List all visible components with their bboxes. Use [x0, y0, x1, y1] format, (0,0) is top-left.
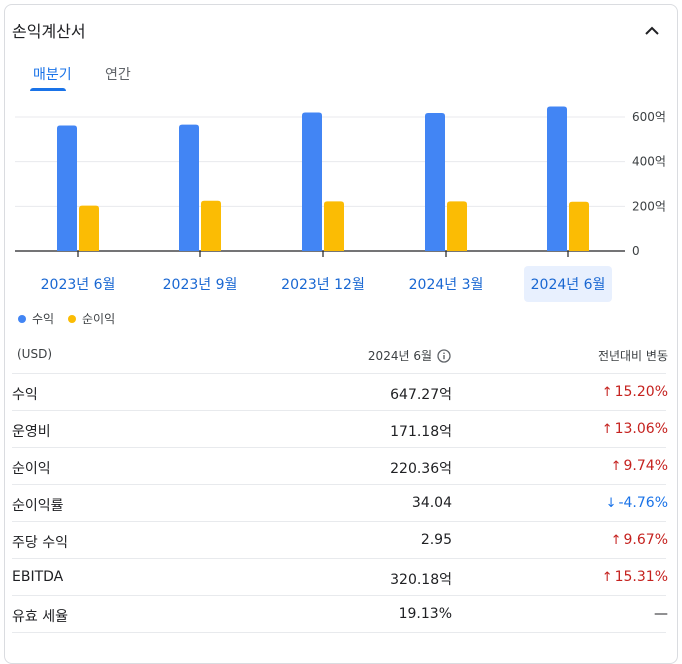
- column-header-period-label: 2024년 6월: [367, 349, 432, 363]
- arrow-up-icon: ↑: [610, 458, 622, 474]
- row-label: 순이익률: [12, 498, 64, 514]
- row-change: ↑ 13.06%: [602, 421, 668, 437]
- row-value: 2.95: [420, 532, 452, 548]
- arrow-down-icon: ↓: [605, 495, 617, 511]
- net-income-bar[interactable]: [569, 201, 589, 251]
- info-icon[interactable]: [437, 348, 451, 363]
- row-change: —: [654, 606, 668, 622]
- row-change-value: 15.20%: [614, 384, 668, 400]
- table-divider: [12, 558, 666, 559]
- quarter-button[interactable]: 2024년 6월: [524, 266, 612, 302]
- arrow-up-icon: ↑: [601, 384, 613, 400]
- table-divider: [12, 595, 666, 596]
- row-value: 320.18억: [390, 572, 452, 588]
- net-income-bar[interactable]: [447, 201, 467, 251]
- revenue-bar[interactable]: [425, 112, 445, 251]
- y-tick-label: 600억: [632, 110, 666, 124]
- column-header-period: 2024년 6월: [368, 347, 432, 364]
- legend-item-revenue: 수익: [18, 310, 54, 327]
- table-divider: [12, 484, 666, 485]
- row-value: 220.36억: [390, 461, 452, 477]
- row-change-value: 9.67%: [623, 532, 668, 548]
- collapse-button[interactable]: [638, 16, 666, 44]
- tab-annual[interactable]: 연간: [105, 67, 131, 83]
- quarter-button[interactable]: 2024년 3월: [408, 277, 484, 293]
- row-change: ↓ -4.76%: [606, 495, 668, 511]
- net-income-bar[interactable]: [201, 200, 221, 251]
- row-value: 171.18억: [390, 424, 452, 440]
- row-value: 647.27억: [390, 387, 452, 403]
- row-label: 주당 수익: [12, 535, 68, 551]
- legend-label-revenue: 수익: [32, 312, 55, 326]
- row-label: 수익: [12, 387, 38, 403]
- row-change-value: 9.74%: [623, 458, 668, 474]
- row-change-value: -4.76%: [618, 495, 668, 511]
- net-income-bar[interactable]: [324, 201, 344, 251]
- tab-active-indicator: [30, 88, 66, 91]
- row-change: ↑ 9.67%: [611, 532, 668, 548]
- y-tick-label: 0: [632, 244, 640, 258]
- chevron-up-icon: [645, 26, 659, 35]
- row-change-value: 13.06%: [614, 421, 668, 437]
- row-change: ↑ 15.20%: [602, 384, 668, 400]
- legend-label-net-income: 순이익: [82, 312, 116, 326]
- net-income-bar[interactable]: [79, 205, 99, 251]
- legend-dot-net-income: [68, 314, 76, 323]
- row-value: 19.13%: [398, 606, 452, 622]
- table-divider: [12, 373, 666, 374]
- y-tick-label: 400억: [632, 155, 666, 169]
- arrow-up-icon: ↑: [601, 421, 613, 437]
- revenue-bar[interactable]: [547, 106, 567, 252]
- tab-quarterly[interactable]: 매분기: [33, 67, 72, 83]
- table-divider: [12, 632, 666, 633]
- card-title: 손익계산서: [12, 22, 86, 41]
- row-label: 유효 세율: [12, 609, 68, 625]
- table-divider: [12, 521, 666, 522]
- column-header-yoy-change: 전년대비 변동: [597, 349, 668, 363]
- quarter-button[interactable]: 2023년 9월: [162, 277, 238, 293]
- table-divider: [12, 447, 666, 448]
- revenue-bar[interactable]: [302, 112, 322, 252]
- row-label: 운영비: [12, 424, 51, 440]
- y-tick-label: 200억: [632, 199, 666, 213]
- table-divider: [12, 410, 666, 411]
- legend-dot-revenue: [18, 314, 26, 323]
- revenue-bar[interactable]: [57, 125, 77, 251]
- quarter-button[interactable]: 2023년 6월: [40, 277, 116, 293]
- column-header-currency: (USD): [17, 347, 53, 361]
- legend-item-net-income: 순이익: [68, 310, 115, 327]
- income-bar-chart: 600억 400억 200억 0: [15, 106, 666, 258]
- row-label: 순이익: [12, 461, 51, 477]
- quarter-button[interactable]: 2023년 12월: [281, 277, 365, 293]
- row-change-value: —: [654, 606, 668, 622]
- arrow-up-icon: ↑: [601, 569, 613, 585]
- row-change: ↑ 15.31%: [602, 569, 668, 585]
- row-change-value: 15.31%: [614, 569, 668, 585]
- arrow-up-icon: ↑: [610, 532, 622, 548]
- row-label: EBITDA: [12, 569, 64, 585]
- row-value: 34.04: [411, 495, 452, 511]
- row-change: ↑ 9.74%: [611, 458, 668, 474]
- revenue-bar[interactable]: [179, 124, 199, 251]
